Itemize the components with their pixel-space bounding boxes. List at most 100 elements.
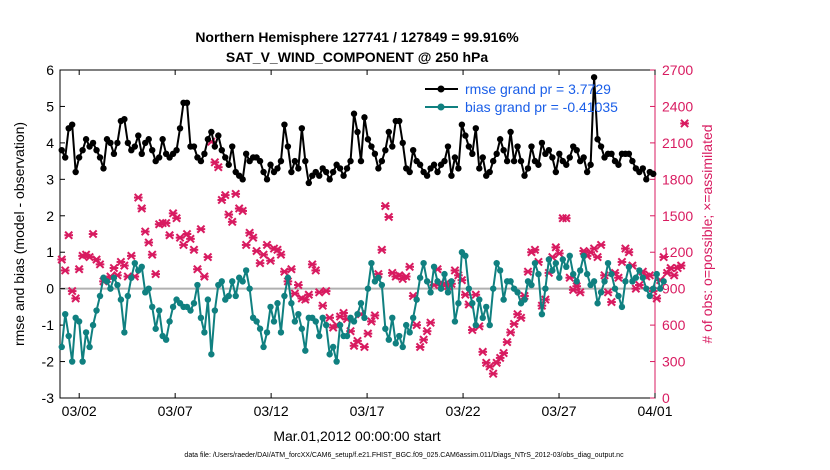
bias-point	[128, 274, 135, 281]
rmse-point	[528, 143, 535, 150]
right-tick-label: 2400	[662, 98, 693, 114]
bias-point	[493, 259, 500, 267]
rmse-point	[295, 165, 302, 172]
obs-point	[367, 317, 376, 326]
obs-point	[95, 260, 105, 269]
obs-point	[151, 269, 161, 279]
bias-point	[556, 274, 563, 281]
left-tick-label: 0	[46, 281, 54, 297]
rmse-point	[573, 146, 580, 154]
bias-point	[89, 321, 97, 329]
bias-point	[58, 343, 65, 351]
x-tick-label: 03/07	[158, 403, 193, 419]
bias-point	[218, 278, 225, 285]
bias-point	[336, 321, 344, 329]
rmse-point	[510, 157, 518, 165]
rmse-point	[385, 128, 393, 136]
bias-point	[469, 300, 476, 307]
obs-point	[294, 280, 303, 290]
obs-point	[384, 212, 394, 222]
rmse-point	[256, 157, 264, 165]
obs-point	[307, 260, 317, 269]
obs-point	[57, 255, 67, 264]
bias-point	[396, 332, 403, 340]
rmse-point	[378, 157, 386, 165]
bias-point	[357, 300, 365, 307]
rmse-point	[493, 150, 500, 158]
obs-point	[419, 335, 428, 344]
right-tick-label: 300	[662, 354, 686, 370]
obs-point	[186, 234, 195, 244]
rmse-point	[552, 168, 560, 176]
obs-point	[224, 210, 234, 219]
bias-point	[563, 263, 570, 270]
bias-point	[329, 343, 337, 351]
rmse-point	[371, 150, 379, 158]
rmse-point	[288, 168, 295, 176]
bias-point	[86, 343, 93, 351]
bias-point	[604, 259, 612, 267]
rmse-point	[465, 143, 473, 150]
obs-point	[238, 206, 247, 216]
obs-point	[401, 272, 411, 281]
left-tick-label: 4	[46, 135, 54, 151]
rmse-point	[124, 139, 132, 147]
bias-point	[138, 263, 145, 270]
bias-point	[260, 343, 267, 351]
bias-point	[75, 318, 83, 325]
rmse-point	[218, 146, 225, 154]
rmse-point	[131, 143, 139, 150]
obs-point	[189, 245, 199, 255]
rmse-point	[594, 136, 601, 143]
bias-point	[625, 263, 633, 270]
bias-point	[385, 336, 393, 343]
obs-point	[318, 301, 328, 310]
rmse-point	[100, 165, 107, 172]
rmse-point	[263, 176, 271, 183]
bias-point	[650, 285, 657, 292]
bias-point	[124, 292, 132, 300]
bias-point	[82, 329, 90, 336]
bias-point	[190, 300, 198, 307]
rmse-point	[597, 143, 605, 150]
obs-point	[614, 273, 623, 283]
right-axis: 0 300 600 900 1200 1500 1800 2100 2400 2700	[650, 62, 693, 406]
rmse-point	[302, 157, 309, 165]
bias-point	[476, 296, 483, 303]
bias-point	[378, 281, 386, 289]
rmse-point	[590, 74, 598, 81]
obs-point	[353, 336, 362, 346]
rmse-point	[451, 154, 459, 161]
bias-point	[242, 267, 250, 274]
bias-point	[434, 278, 441, 285]
obs-point	[370, 311, 380, 320]
obs-point	[516, 313, 526, 323]
rmse-point	[455, 165, 462, 172]
bias-point	[441, 270, 448, 278]
obs-point	[603, 288, 613, 297]
bias-point	[559, 256, 566, 263]
rmse-point	[486, 168, 493, 176]
rmse-point	[135, 132, 142, 139]
bias-point	[427, 289, 434, 296]
rmse-point	[343, 165, 351, 172]
bias-point	[618, 303, 626, 311]
right-tick-label: 600	[662, 317, 686, 333]
obs-point	[241, 240, 251, 250]
rmse-point	[354, 128, 361, 136]
rmse-point	[75, 154, 83, 161]
bias-point	[107, 285, 114, 292]
rmse-point	[68, 121, 76, 128]
bias-point	[211, 307, 219, 314]
bias-point	[580, 252, 587, 260]
bias-point	[566, 252, 573, 260]
obs-point	[593, 252, 602, 262]
rmse-point	[208, 128, 215, 136]
bias-point	[253, 318, 260, 325]
obs-point	[645, 270, 655, 280]
obs-point	[652, 294, 662, 303]
rmse-point	[389, 143, 396, 150]
obs-point	[381, 201, 390, 211]
rmse-point	[121, 116, 128, 123]
bias-point	[451, 318, 459, 325]
